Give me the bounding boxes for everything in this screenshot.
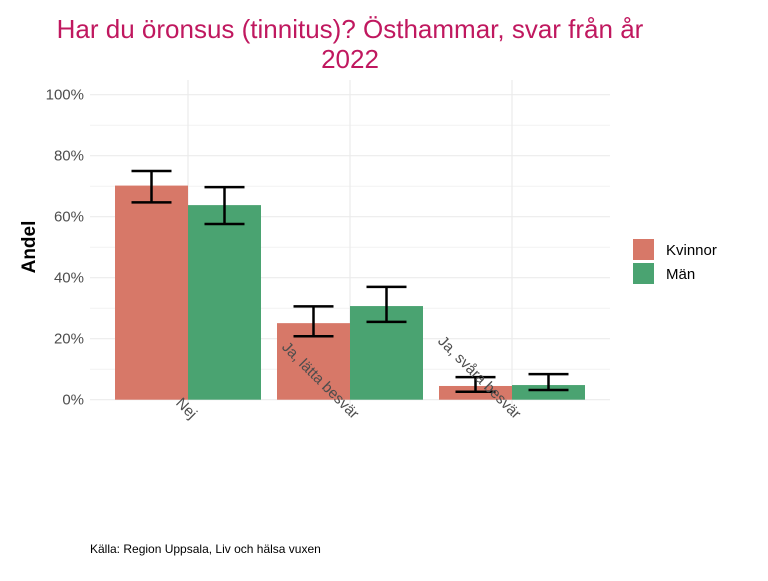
legend-label: Kvinnor: [666, 242, 717, 259]
bar-män: [188, 205, 261, 400]
y-tick-label: 60%: [54, 209, 84, 226]
error-bar: [204, 185, 245, 226]
legend: Kvinnor Män: [633, 239, 717, 284]
legend-swatch: [633, 263, 654, 284]
error-bar: [366, 285, 407, 324]
y-axis: 0% 20% 40% 60% 80% 100%: [46, 87, 84, 409]
bar-kvinnor: [115, 185, 188, 400]
chart-title-line-2: 2022: [321, 44, 379, 74]
chart-title-line-1: Har du öronsus (tinnitus)? Östhammar, sv…: [57, 14, 644, 44]
y-tick-label: 40%: [54, 270, 84, 287]
error-bar: [131, 169, 172, 204]
legend-swatch: [633, 239, 654, 260]
caption: Källa: Region Uppsala, Liv och hälsa vux…: [90, 542, 321, 556]
error-bar: [455, 375, 496, 394]
y-tick-label: 0%: [62, 392, 84, 409]
y-tick-label: 100%: [46, 87, 84, 104]
y-tick-label: 80%: [54, 148, 84, 165]
x-tick-label: Ja, svåra besvär: [434, 333, 524, 423]
legend-label: Män: [666, 266, 695, 283]
error-bar: [528, 372, 569, 392]
bars: [115, 169, 585, 400]
y-tick-label: 20%: [54, 331, 84, 348]
error-bar: [293, 305, 334, 338]
y-axis-label: Andel: [19, 221, 40, 274]
